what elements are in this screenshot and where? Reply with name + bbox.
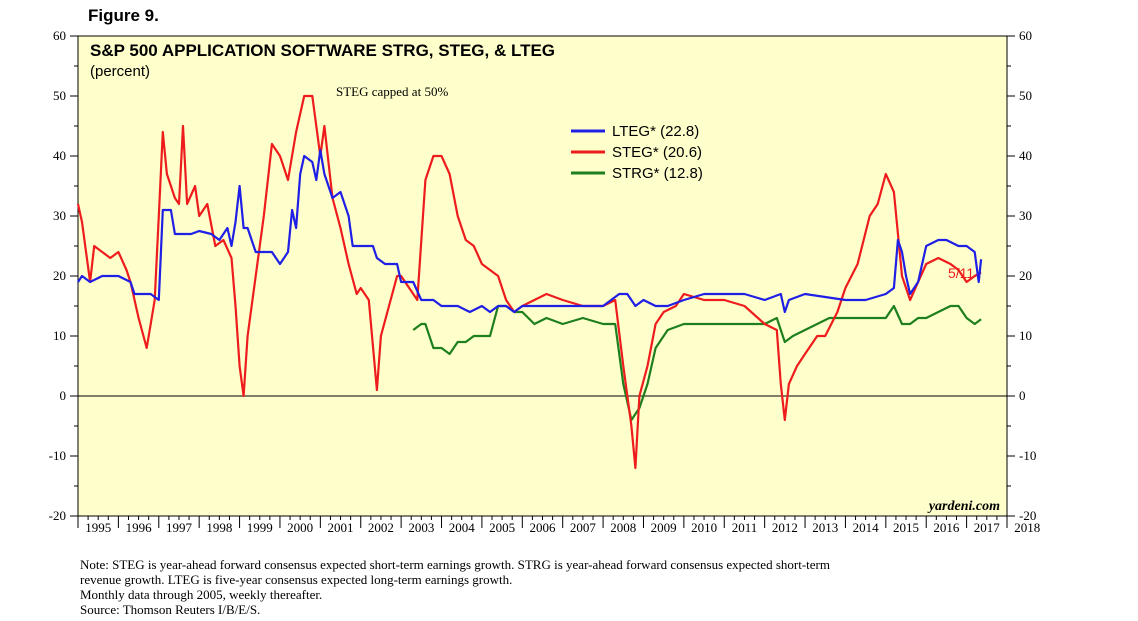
- note-line: Note: STEG is year-ahead forward consens…: [80, 557, 830, 572]
- series-layer: [76, 94, 983, 470]
- x-tick-label: 1997: [166, 520, 193, 535]
- x-tick-label: 2010: [691, 520, 717, 535]
- y-tick-label-left: -20: [49, 508, 66, 523]
- y-tick-label-right: 40: [1019, 148, 1032, 163]
- x-tick-label: 2011: [732, 520, 758, 535]
- y-tick-label-right: 60: [1019, 28, 1032, 43]
- series-line-lteg: [77, 148, 983, 314]
- y-tick-label-left: 30: [53, 208, 66, 223]
- y-tick-label-left: 0: [60, 388, 67, 403]
- source-line: Source: Thomson Reuters I/B/E/S.: [80, 602, 261, 617]
- x-tick-label: 2018: [1014, 520, 1040, 535]
- y-axis-left: -20 -10 0 10 20 30 40 50 60: [49, 28, 66, 523]
- x-tick-label: 1996: [126, 520, 153, 535]
- y-tick-label-right: 30: [1019, 208, 1032, 223]
- y-tick-label-left: 60: [53, 28, 66, 43]
- x-tick-label: 2017: [974, 520, 1001, 535]
- plot-area: [77, 35, 1008, 517]
- x-tick-label: 2008: [610, 520, 636, 535]
- x-tick-label: 2003: [408, 520, 434, 535]
- steg-cap-annotation: STEG capped at 50%: [336, 84, 448, 99]
- x-tick-label: 1999: [247, 520, 273, 535]
- x-tick-label: 2004: [449, 520, 476, 535]
- x-tick-label: 2002: [368, 520, 394, 535]
- x-tick-label: 2015: [893, 520, 919, 535]
- y-tick-label-left: 40: [53, 148, 66, 163]
- legend-label: LTEG* (22.8): [612, 123, 699, 140]
- y-tick-label-right: 10: [1019, 328, 1032, 343]
- x-tick-label: 1995: [85, 520, 111, 535]
- x-tick-label: 2016: [933, 520, 960, 535]
- legend-label: STEG* (20.6): [612, 144, 702, 161]
- y-tick-label-right: 20: [1019, 268, 1032, 283]
- chart-subtitle: (percent): [90, 63, 150, 80]
- y-axis-right: -20 -10 0 10 20 30 40 50 60: [1019, 28, 1036, 523]
- y-tick-label-left: 50: [53, 88, 66, 103]
- axis-ticks: [70, 35, 1015, 528]
- x-tick-label: 2013: [812, 520, 838, 535]
- x-tick-label: 2012: [772, 520, 798, 535]
- y-tick-label-right: 0: [1019, 388, 1026, 403]
- y-tick-label-right: -10: [1019, 448, 1036, 463]
- series-line-steg: [76, 94, 982, 470]
- y-tick-label-right: 50: [1019, 88, 1032, 103]
- x-tick-label: 1998: [206, 520, 232, 535]
- note-line: Monthly data through 2005, weekly therea…: [80, 587, 323, 602]
- y-tick-label-left: -10: [49, 448, 66, 463]
- legend-label: STRG* (12.8): [612, 165, 703, 182]
- series-line-strg: [412, 304, 982, 422]
- legend: LTEG* (22.8) STEG* (20.6) STRG* (12.8): [571, 123, 703, 182]
- x-tick-label: 2014: [853, 520, 880, 535]
- y-tick-label-left: 20: [53, 268, 66, 283]
- x-axis: 1995 1996 1997 1998 1999 2000 2001 2002 2003 2004…: [85, 520, 1040, 535]
- y-tick-label-right: -20: [1019, 508, 1036, 523]
- watermark: yardeni.com: [927, 499, 1000, 514]
- x-tick-label: 2000: [287, 520, 313, 535]
- chart: S&P 500 APPLICATION SOFTWARE STRG, STEG,…: [49, 28, 1041, 535]
- figure-label: Figure 9.: [88, 6, 159, 25]
- note-line: revenue growth. LTEG is five-year consen…: [80, 572, 513, 587]
- y-tick-label-left: 10: [53, 328, 66, 343]
- x-tick-label: 2009: [651, 520, 677, 535]
- x-tick-label: 2006: [530, 520, 557, 535]
- notes: Note: STEG is year-ahead forward consens…: [80, 557, 1040, 617]
- x-tick-label: 2001: [328, 520, 354, 535]
- x-tick-label: 2005: [489, 520, 515, 535]
- x-tick-label: 2007: [570, 520, 597, 535]
- end-date-label: 5/11: [948, 265, 974, 281]
- chart-title: S&P 500 APPLICATION SOFTWARE STRG, STEG,…: [90, 41, 555, 60]
